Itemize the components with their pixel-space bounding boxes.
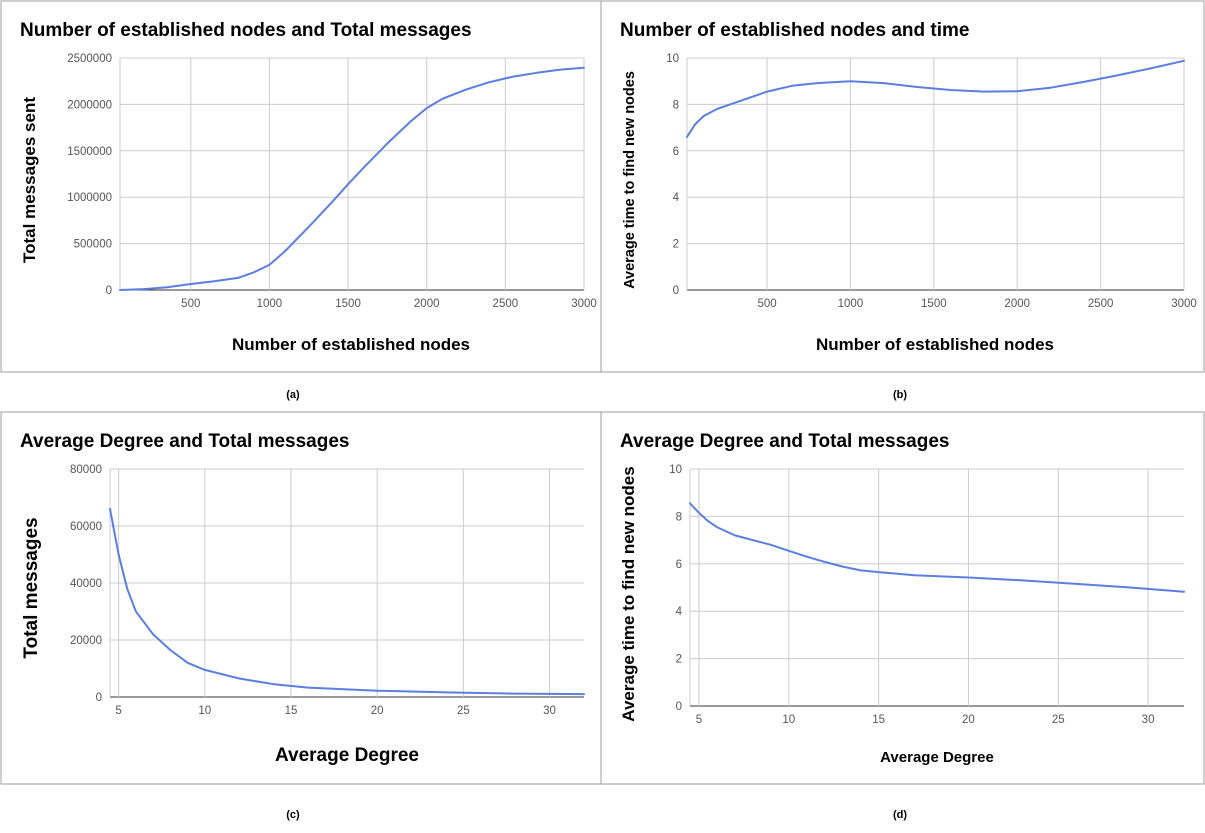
panel-caption: (d) [893,809,907,821]
series-line [686,59,1185,138]
chart-panel-b: 0 2 4 6 8 10 500 1000 1500 2000 2500 3000 Number of … [600,0,1205,373]
y-axis-label: Total messages [21,517,42,658]
panel-border [600,0,1205,373]
y-tick-label: 2 [673,239,679,251]
y-tick-label: 1500000 [67,146,112,158]
x-tick-label: 2000 [1004,298,1030,310]
y-tick-label: 10 [669,464,682,476]
x-tick-label: 25 [457,705,470,717]
x-axis-label: Average Degree [880,749,994,766]
x-tick-label: 2000 [414,298,440,310]
x-tick-label: 5 [696,714,702,726]
series-line [689,502,1185,593]
y-tick-label: 10 [666,53,679,65]
y-tick-label: 20000 [70,635,102,647]
y-tick-label: 0 [106,285,112,297]
x-tick-label: 1000 [257,298,283,310]
x-tick-label: 2500 [493,298,519,310]
x-tick-label: 2500 [1088,298,1114,310]
x-tick-label: 25 [1052,714,1065,726]
chart-title: Number of established nodes and Total me… [20,20,472,41]
x-tick-label: 500 [757,298,776,310]
x-tick-label: 1500 [921,298,947,310]
y-tick-label: 2000000 [67,99,112,111]
x-axis-label: Number of established nodes [232,335,470,354]
panel-caption: (a) [286,389,300,401]
chart-title: Number of established nodes and time [620,20,969,41]
chart-panel-a: 0 500000 1000000 1500000 2000000 2500000 500 10… [0,0,602,373]
y-axis-label: Total messages sent [20,97,39,263]
chart-panel-d: 0 2 4 6 8 10 5 10 15 20 25 30 Average Degree and Tot… [600,411,1205,785]
x-tick-label: 1000 [838,298,864,310]
y-tick-label: 6 [676,559,682,571]
chart-title: Average Degree and Total messages [620,431,949,452]
x-tick-label: 10 [782,714,795,726]
x-tick-label: 5 [115,705,121,717]
y-tick-label: 60000 [70,521,102,533]
y-tick-label: 6 [673,146,679,158]
y-tick-label: 1000000 [67,192,112,204]
panel-caption: (b) [893,389,907,401]
x-tick-label: 20 [371,705,384,717]
x-tick-label: 15 [872,714,885,726]
y-axis-label: Average time to find new nodes [619,466,638,721]
x-tick-label: 3000 [571,298,597,310]
x-tick-label: 500 [181,298,200,310]
x-axis-label: Average Degree [275,745,419,766]
chart-title: Average Degree and Total messages [20,431,349,452]
x-tick-label: 3000 [1171,298,1197,310]
panel-caption: (c) [286,809,300,821]
x-tick-label: 15 [285,705,298,717]
x-axis-label: Number of established nodes [816,335,1054,354]
x-tick-label: 1500 [335,298,361,310]
x-tick-label: 30 [1142,714,1155,726]
y-tick-label: 0 [676,701,682,713]
y-tick-label: 8 [676,511,682,523]
x-tick-label: 30 [543,705,556,717]
x-tick-label: 20 [962,714,975,726]
y-tick-label: 2500000 [67,53,112,65]
y-tick-label: 500000 [74,239,112,251]
y-tick-label: 40000 [70,578,102,590]
x-tick-label: 10 [198,705,211,717]
y-tick-label: 8 [673,99,679,111]
y-axis-label: Average time to find new nodes [622,71,638,289]
y-tick-label: 4 [676,606,683,618]
series-line [109,507,585,696]
y-tick-label: 2 [676,654,682,666]
y-tick-label: 80000 [70,464,102,476]
y-tick-label: 4 [673,192,680,204]
y-tick-label: 0 [96,692,102,704]
y-tick-label: 0 [673,285,679,297]
panel-border [600,411,1205,785]
series-line [119,66,585,291]
chart-panel-c: 0 20000 40000 60000 80000 5 10 15 20 25 30 Average … [0,411,602,785]
